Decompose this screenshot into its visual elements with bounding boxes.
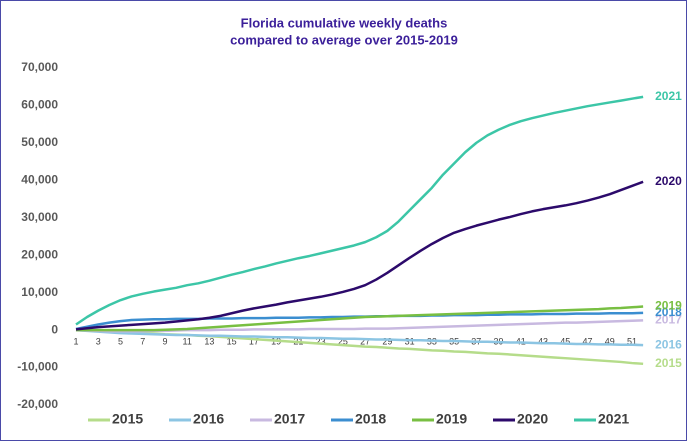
y-tick-label: 10,000 bbox=[21, 285, 58, 299]
x-tick-label: 47 bbox=[583, 336, 593, 346]
legend-label: 2020 bbox=[517, 411, 548, 427]
x-tick-label: 1 bbox=[73, 336, 78, 346]
y-tick-label: -20,000 bbox=[17, 397, 58, 411]
x-tick-label: 49 bbox=[605, 336, 615, 346]
series-line bbox=[75, 328, 644, 347]
x-tick-label: 45 bbox=[560, 336, 570, 346]
legend-label: 2019 bbox=[436, 411, 467, 427]
series-line bbox=[75, 180, 644, 331]
end-label: 2017 bbox=[655, 313, 682, 327]
x-tick-label: 25 bbox=[338, 336, 348, 346]
x-tick-label: 31 bbox=[405, 336, 415, 346]
series-line bbox=[75, 95, 644, 326]
x-tick-label: 23 bbox=[316, 336, 326, 346]
y-tick-label: 30,000 bbox=[21, 210, 58, 224]
chart-title: Florida cumulative weekly deaths bbox=[241, 15, 448, 30]
legend-label: 2015 bbox=[112, 411, 143, 427]
x-tick-label: 13 bbox=[204, 336, 214, 346]
x-tick-label: 27 bbox=[360, 336, 370, 346]
x-tick-label: 5 bbox=[118, 336, 123, 346]
x-tick-label: 15 bbox=[227, 336, 237, 346]
y-tick-label: 60,000 bbox=[21, 98, 58, 112]
end-label: 2021 bbox=[655, 89, 682, 103]
legend-label: 2021 bbox=[598, 411, 629, 427]
y-tick-label: -10,000 bbox=[17, 360, 58, 374]
series-line bbox=[76, 305, 644, 332]
end-label: 2016 bbox=[655, 337, 682, 351]
legend-label: 2017 bbox=[274, 411, 305, 427]
y-tick-label: 20,000 bbox=[21, 247, 58, 261]
y-tick-label: 50,000 bbox=[21, 135, 58, 149]
y-tick-label: 70,000 bbox=[21, 60, 58, 74]
x-tick-label: 3 bbox=[96, 336, 101, 346]
x-tick-label: 7 bbox=[140, 336, 145, 346]
legend-label: 2016 bbox=[193, 411, 224, 427]
x-tick-label: 51 bbox=[627, 336, 637, 346]
legend-label: 2018 bbox=[355, 411, 386, 427]
x-tick-label: 43 bbox=[538, 336, 548, 346]
end-label: 2020 bbox=[655, 174, 682, 188]
y-tick-label: 0 bbox=[51, 322, 58, 336]
y-tick-label: 40,000 bbox=[21, 173, 58, 187]
end-label: 2015 bbox=[655, 356, 682, 370]
x-tick-label: 29 bbox=[382, 336, 392, 346]
x-tick-label: 9 bbox=[162, 336, 167, 346]
end-label: 2019 bbox=[655, 299, 682, 313]
chart-title: compared to average over 2015-2019 bbox=[230, 32, 458, 47]
x-tick-label: 11 bbox=[183, 336, 192, 346]
x-tick-label: 17 bbox=[249, 336, 259, 346]
end-label: 2018 bbox=[655, 305, 682, 319]
